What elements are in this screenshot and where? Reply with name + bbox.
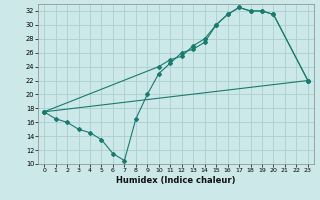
X-axis label: Humidex (Indice chaleur): Humidex (Indice chaleur) (116, 176, 236, 185)
